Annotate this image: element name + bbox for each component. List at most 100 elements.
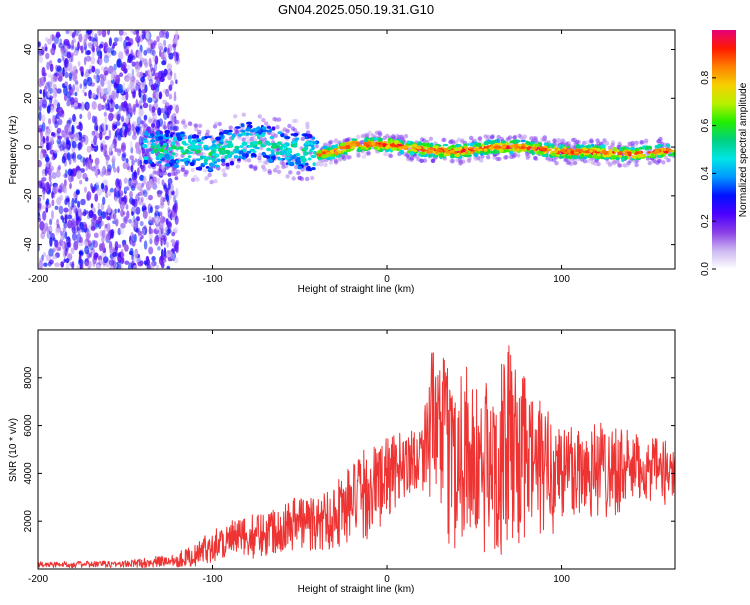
spectrogram-cell <box>173 164 179 169</box>
spectrogram-cell <box>135 193 140 202</box>
spectrogram-cell <box>143 114 147 122</box>
spectrogram-cell <box>67 168 73 176</box>
spectrogram-cell <box>340 153 345 158</box>
spectrogram-cell <box>169 125 176 131</box>
spectrogram-cell <box>486 155 491 160</box>
spectrogram-cell <box>95 219 100 225</box>
spectrogram-cell <box>216 158 221 162</box>
spectrogram-cell <box>670 152 675 156</box>
spectrogram-cell <box>131 234 135 244</box>
spectrogram-cell <box>38 41 41 47</box>
spectrogram-cell <box>80 45 84 54</box>
spectrogram-cell <box>155 206 159 215</box>
spectrogram-cell <box>639 140 645 145</box>
spectrogram-cell <box>474 143 480 147</box>
spectrogram-x-ticks: -200 -100 0 100 <box>28 30 570 285</box>
spectrogram-cell <box>58 205 63 214</box>
spectrogram-cell <box>144 152 149 157</box>
spectrogram-cell <box>476 155 481 160</box>
spectrogram-cell <box>604 141 609 146</box>
spectrogram-cell <box>297 165 302 170</box>
spectrogram-cell <box>49 236 53 247</box>
spectrogram-cell <box>40 139 44 150</box>
spectrogram-cell <box>333 158 338 163</box>
spectrogram-cell <box>264 141 271 145</box>
spectrogram-cell <box>63 258 66 263</box>
spectrogram-cell <box>71 124 74 134</box>
spectrogram-cell <box>152 54 156 62</box>
spectrogram-cell <box>135 148 141 155</box>
spectrogram-cell <box>213 179 218 184</box>
spectrogram-cell <box>174 241 179 252</box>
spectrogram-cell <box>108 37 112 47</box>
spectrogram-cell <box>225 140 232 144</box>
spectrogram-cell <box>160 255 164 261</box>
spectrogram-cell <box>542 135 547 141</box>
spectrogram-cell <box>109 187 114 193</box>
spectrogram-cell <box>73 69 77 80</box>
spectrogram-cell <box>113 260 117 269</box>
spectrogram-cell <box>65 137 70 146</box>
spectrogram-cell <box>529 136 534 141</box>
spectrogram-cell <box>175 169 181 174</box>
spectrogram-cell <box>93 74 96 80</box>
spectrogram-cell <box>253 166 258 172</box>
spectrogram-cell <box>61 51 65 61</box>
spectrogram-cell <box>398 135 403 141</box>
spectrogram-cell <box>377 137 384 141</box>
spectrogram-cell <box>142 228 146 235</box>
spectrogram-cell <box>400 136 405 141</box>
spectrogram-cell <box>157 160 162 164</box>
spectrogram-cell <box>74 92 78 97</box>
spectrogram-cell <box>74 102 78 107</box>
spectrogram-cell <box>167 209 173 219</box>
spectrogram-cell <box>202 168 208 173</box>
spectrogram-cell <box>644 138 649 143</box>
spectrogram-cell <box>109 98 113 104</box>
spectrogram-cell <box>305 125 310 130</box>
spectrogram-cell <box>448 139 454 144</box>
spectrogram-cell <box>159 215 166 224</box>
spectrogram-cell <box>391 133 396 139</box>
spectrogram-cell <box>58 71 63 80</box>
spectrogram-cell <box>103 124 106 133</box>
spectrogram-cell <box>76 225 81 231</box>
x-tick-label: 100 <box>553 274 570 285</box>
spectrogram-cell <box>668 153 672 157</box>
spectrogram-cell <box>176 142 181 147</box>
spectrogram-cell <box>83 56 87 66</box>
spectrogram-cell <box>104 46 109 52</box>
spectrogram-cell <box>214 164 220 168</box>
spectrogram-cell <box>219 134 223 139</box>
spectrogram-cell <box>94 157 100 166</box>
spectrogram-cell <box>396 148 400 152</box>
spectrogram-cell <box>569 144 574 149</box>
spectrogram-cell <box>224 154 228 160</box>
spectrogram-cell <box>347 155 352 160</box>
spectrogram-cell <box>559 156 565 159</box>
spectrogram-cell <box>329 156 336 160</box>
spectrogram-cell <box>143 123 148 128</box>
spectrogram-cell <box>345 155 351 160</box>
spectrogram-cell <box>142 189 148 197</box>
spectrogram-cell <box>56 66 63 73</box>
spectrogram-cell <box>220 158 226 163</box>
spectrogram-cell <box>63 188 68 195</box>
spectrogram-cell <box>51 172 57 179</box>
spectrogram-cell <box>633 156 637 160</box>
spectrogram-cell <box>195 177 200 182</box>
y-tick-label: 20 <box>23 92 34 104</box>
spectrogram-cell <box>177 146 184 150</box>
spectrogram-cell <box>241 141 248 146</box>
spectrogram-cell <box>109 259 115 266</box>
spectrogram-cell <box>75 86 80 93</box>
spectrogram-cell <box>175 160 180 163</box>
spectrogram-cell <box>71 124 76 134</box>
spectrogram-cell <box>105 103 111 111</box>
spectrogram-cell <box>211 144 217 147</box>
spectrogram-cell <box>155 222 160 231</box>
spectrogram-cell <box>187 121 193 126</box>
spectrogram-cell <box>454 153 461 158</box>
x-tick-label: 0 <box>384 574 390 585</box>
spectrogram-cell <box>41 122 46 132</box>
